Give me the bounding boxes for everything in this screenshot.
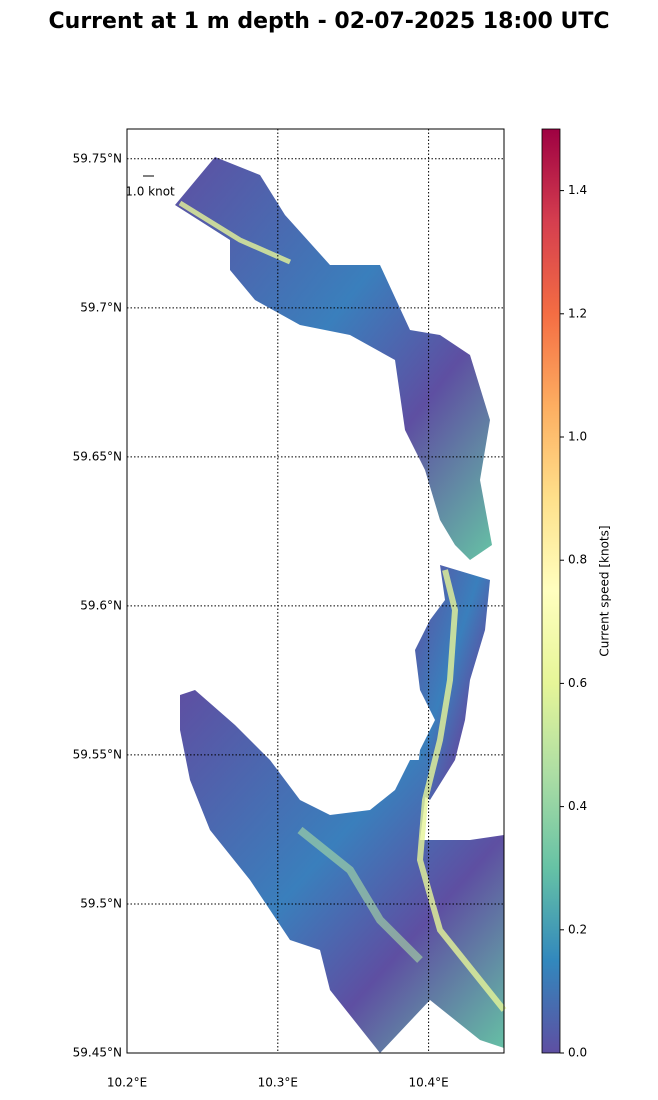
colorbar-tick-label: 1.0 xyxy=(568,430,587,444)
colorbar-tick-label: 0.2 xyxy=(568,922,587,936)
quiver-key-label: 1.0 knot xyxy=(125,185,175,199)
colorbar-tick-label: 0.8 xyxy=(568,553,587,567)
x-tick-label: 10.4°E xyxy=(408,1076,448,1090)
colorbar-tick-label: 0.4 xyxy=(568,799,587,813)
y-tick-label: 59.75°N xyxy=(73,151,122,165)
x-tick-label: 10.3°E xyxy=(258,1076,298,1090)
y-tick-label: 59.6°N xyxy=(80,598,122,612)
y-tick-label: 59.5°N xyxy=(80,896,122,910)
colorbar-label: Current speed [knots] xyxy=(598,525,612,656)
chart-title: Current at 1 m depth - 02-07-2025 18:00 … xyxy=(49,9,610,34)
colorbar-tick-label: 0.0 xyxy=(568,1046,587,1060)
y-tick-label: 59.45°N xyxy=(73,1046,122,1060)
colorbar xyxy=(541,128,561,1054)
water-field xyxy=(175,157,507,1053)
x-tick-label: 10.2°E xyxy=(107,1076,147,1090)
y-tick-label: 59.7°N xyxy=(80,300,122,314)
plot-frame xyxy=(126,128,505,1054)
y-tick-label: 59.65°N xyxy=(73,449,122,463)
colorbar-tick-label: 1.4 xyxy=(568,183,587,197)
colorbar-tick-label: 0.6 xyxy=(568,676,587,690)
y-tick-label: 59.55°N xyxy=(73,747,122,761)
colorbar-tick-label: 1.2 xyxy=(568,306,587,320)
